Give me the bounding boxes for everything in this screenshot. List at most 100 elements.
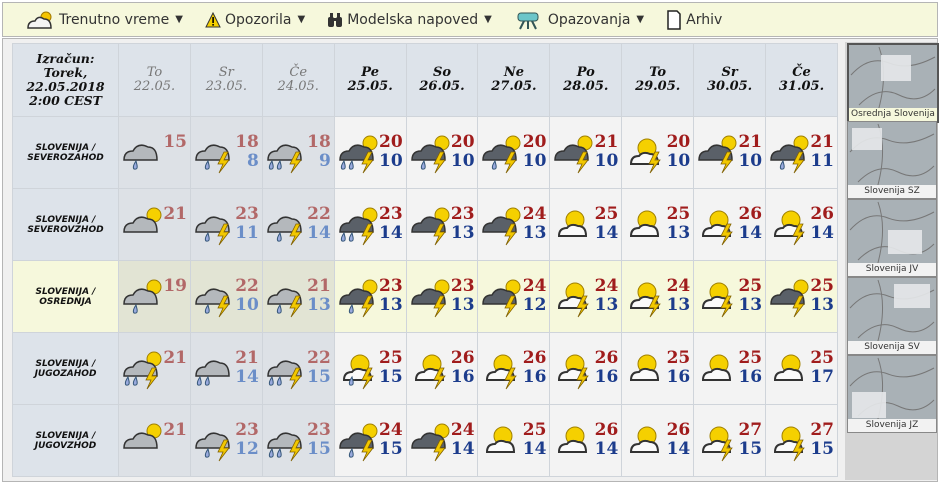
min-temp: 13	[594, 295, 619, 315]
forecast-cell[interactable]: 26 16	[549, 332, 623, 405]
nav-label: Opazovanja	[547, 11, 631, 28]
forecast-cell[interactable]: 26 16	[477, 332, 551, 405]
calculation-time: Izračun: Torek, 22.05.2018 2:00 CEST	[12, 43, 119, 117]
nav-opozorila[interactable]: Opozorila ▼	[205, 11, 306, 28]
forecast-cell[interactable]: 22 15	[261, 332, 335, 405]
region-thumb[interactable]: Osrednja Slovenija	[847, 43, 939, 123]
forecast-cell[interactable]: 22 10	[189, 260, 263, 333]
forecast-cell[interactable]: 27 15	[765, 404, 838, 477]
forecast-cell[interactable]: 21 10	[549, 116, 623, 189]
min-temp: 8	[247, 151, 259, 171]
min-temp: 13	[379, 295, 403, 315]
max-temp: 22	[307, 348, 331, 368]
max-temp: 26	[522, 348, 547, 368]
forecast-cell[interactable]: 18 9	[261, 116, 335, 189]
forecast-cell[interactable]: 24 13	[621, 260, 695, 333]
region-label[interactable]: SLOVENIJA / JUGOVZHOD	[12, 404, 119, 477]
forecast-cell[interactable]: 25 16	[693, 332, 767, 405]
min-temp: 15	[307, 367, 331, 387]
forecast-row: SLOVENIJA / SEVEROVZHOD 21 23 11 22 14 23 14 23 13…	[12, 188, 838, 261]
forecast-cell[interactable]: 23 15	[261, 404, 335, 477]
forecast-table: Izračun: Torek, 22.05.2018 2:00 CEST To 22.05…	[12, 43, 838, 477]
region-label[interactable]: SLOVENIJA / SEVEROZAHOD	[12, 116, 119, 189]
forecast-cell[interactable]: 21	[118, 332, 191, 405]
forecast-cell[interactable]: 23 13	[333, 260, 407, 333]
forecast-cell[interactable]: 20 10	[405, 116, 479, 189]
forecast-cell[interactable]: 25 14	[477, 404, 551, 477]
forecast-cell[interactable]: 24 13	[549, 260, 623, 333]
forecast-panel: Izračun: Torek, 22.05.2018 2:00 CEST To 22.05…	[2, 38, 938, 482]
min-temp: 16	[738, 367, 763, 387]
forecast-cell[interactable]: 22 14	[261, 188, 335, 261]
forecast-cell[interactable]: 25 13	[693, 260, 767, 333]
forecast-cell[interactable]: 24 12	[477, 260, 551, 333]
min-temp: 16	[450, 367, 475, 387]
region-label[interactable]: SLOVENIJA / SEVEROVZHOD	[12, 188, 119, 261]
forecast-cell[interactable]: 23 14	[333, 188, 407, 261]
forecast-cell[interactable]: 21	[118, 188, 191, 261]
forecast-cell[interactable]: 25 13	[621, 188, 695, 261]
max-temp: 24	[522, 204, 547, 224]
day-header: Če 24.05.	[261, 43, 335, 117]
forecast-cell[interactable]: 20 10	[621, 116, 695, 189]
forecast-cell[interactable]: 15	[118, 116, 191, 189]
max-temp: 23	[307, 420, 331, 440]
forecast-cell[interactable]: 20 10	[333, 116, 407, 189]
forecast-cell[interactable]: 26 16	[405, 332, 479, 405]
day-date: 29.05.	[635, 79, 681, 94]
max-temp: 20	[666, 132, 691, 152]
region-thumb[interactable]: Slovenija SV	[847, 277, 937, 355]
forecast-cell[interactable]: 23 12	[189, 404, 263, 477]
forecast-cell[interactable]: 20 10	[477, 116, 551, 189]
forecast-cell[interactable]: 27 15	[693, 404, 767, 477]
header-row: Izračun: Torek, 22.05.2018 2:00 CEST To 22.05…	[12, 43, 838, 117]
forecast-cell[interactable]: 26 14	[765, 188, 838, 261]
forecast-cell[interactable]: 26 14	[549, 404, 623, 477]
day-name: Pe	[361, 65, 379, 80]
day-header: So 26.05.	[405, 43, 479, 117]
forecast-cell[interactable]: 25 17	[765, 332, 838, 405]
forecast-cell[interactable]: 26 14	[693, 188, 767, 261]
nav-arhiv[interactable]: Arhiv	[666, 9, 722, 30]
forecast-cell[interactable]: 21 11	[765, 116, 838, 189]
forecast-cell[interactable]: 25 14	[549, 188, 623, 261]
top-nav: Trenutno vreme ▼ Opozorila ▼ Modelska napove…	[2, 2, 938, 37]
forecast-cell[interactable]: 25 13	[765, 260, 838, 333]
forecast-cell[interactable]: 23 13	[405, 260, 479, 333]
forecast-cell[interactable]: 21 14	[189, 332, 263, 405]
forecast-cell[interactable]: 24 13	[477, 188, 551, 261]
forecast-cell[interactable]: 21 13	[261, 260, 335, 333]
day-name: Po	[576, 65, 595, 80]
max-temp: 21	[163, 348, 187, 368]
region-thumb[interactable]: Slovenija SZ	[847, 121, 937, 199]
min-temp: 10	[450, 151, 475, 171]
day-date: 26.05.	[419, 79, 465, 94]
forecast-cell[interactable]: 19	[118, 260, 191, 333]
region-thumb[interactable]: Slovenija JV	[847, 199, 937, 277]
forecast-cell[interactable]: 25 16	[621, 332, 695, 405]
region-label[interactable]: SLOVENIJA / OSREDNJA	[12, 260, 119, 333]
forecast-cell[interactable]: 21 10	[693, 116, 767, 189]
max-temp: 27	[810, 420, 835, 440]
max-temp: 26	[810, 204, 835, 224]
forecast-cell[interactable]: 24 14	[405, 404, 479, 477]
forecast-cell[interactable]: 26 14	[621, 404, 695, 477]
min-temp: 14	[307, 223, 331, 243]
min-temp: 14	[522, 439, 547, 459]
forecast-cell[interactable]: 25 15	[333, 332, 407, 405]
nav-opazovanja[interactable]: Opazovanja ▼	[514, 10, 644, 30]
nav-modelska-napoved[interactable]: Modelska napoved ▼	[327, 12, 492, 28]
min-temp: 14	[594, 439, 619, 459]
forecast-cell[interactable]: 21	[118, 404, 191, 477]
forecast-cell[interactable]: 23 11	[189, 188, 263, 261]
forecast-cell[interactable]: 23 13	[405, 188, 479, 261]
min-temp: 14	[666, 439, 691, 459]
nav-trenutno-vreme[interactable]: Trenutno vreme ▼	[25, 10, 183, 30]
forecast-cell[interactable]: 24 15	[333, 404, 407, 477]
caret-down-icon: ▼	[297, 14, 306, 25]
region-line: JUGOVZHOD	[34, 440, 97, 451]
region-thumb[interactable]: Slovenija JZ	[847, 355, 937, 433]
region-label[interactable]: SLOVENIJA / JUGOZAHOD	[12, 332, 119, 405]
region-line: SLOVENIJA /	[35, 358, 96, 369]
forecast-cell[interactable]: 18 8	[189, 116, 263, 189]
